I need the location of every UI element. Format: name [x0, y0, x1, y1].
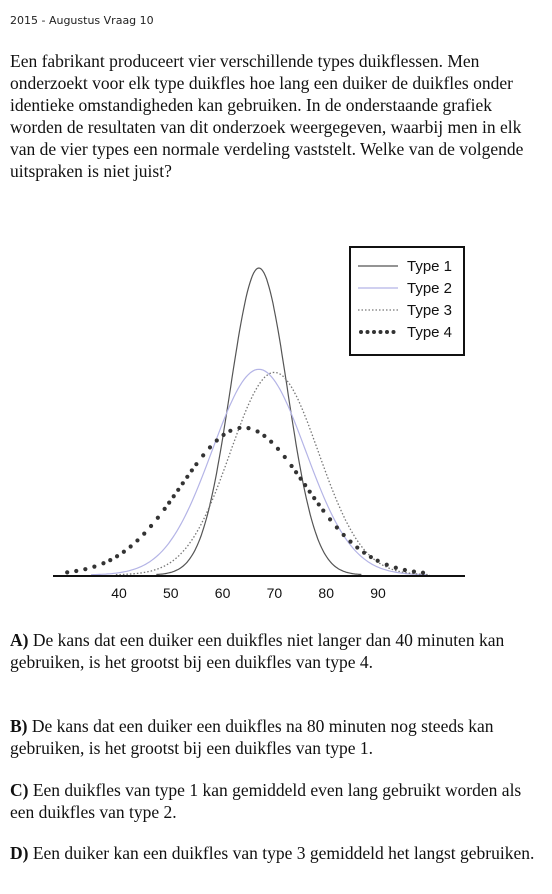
curve-type-1 [156, 267, 362, 576]
legend-item-type-4: Type 4 [359, 324, 452, 341]
x-tick-80: 80 [318, 585, 334, 601]
answer-c-letter: C) [10, 780, 29, 800]
legend-label-type-1: Type 1 [407, 258, 452, 275]
legend-label-type-4: Type 4 [407, 324, 452, 341]
answer-c[interactable]: C) Een duikfles van type 1 kan gemiddeld… [10, 779, 540, 823]
legend: Type 1 Type 2 Type 3 Type 4 [349, 246, 465, 356]
answer-c-text: Een duikfles van type 1 kan gemiddeld ev… [10, 780, 522, 822]
legend-item-type-3: Type 3 [358, 302, 452, 319]
x-tick-70: 70 [267, 585, 283, 601]
answer-a-letter: A) [10, 630, 29, 650]
answer-d[interactable]: D) Een duiker kan een duikfles van type … [10, 842, 540, 864]
legend-box [349, 246, 465, 356]
answer-b-letter: B) [10, 716, 28, 736]
legend-item-type-2: Type 2 [358, 280, 452, 297]
answer-a[interactable]: A) De kans dat een duiker een duikfles n… [10, 629, 540, 673]
curve-type-2 [90, 368, 427, 576]
answer-b-text: De kans dat een duiker een duikfles na 8… [10, 716, 494, 758]
legend-label-type-2: Type 2 [407, 280, 452, 297]
question-text: Een fabrikant produceert vier verschille… [10, 51, 524, 181]
curve-type-4 [65, 425, 426, 575]
legend-label-type-3: Type 3 [407, 302, 452, 319]
x-tick-labels: 40 50 60 70 80 90 [111, 585, 386, 601]
x-tick-60: 60 [215, 585, 231, 601]
answer-d-text: Een duiker kan een duikfles van type 3 g… [28, 843, 535, 863]
answer-d-letter: D) [10, 843, 29, 863]
curves-group [65, 267, 430, 576]
legend-item-type-1: Type 1 [358, 258, 452, 275]
x-tick-40: 40 [111, 585, 127, 601]
x-tick-90: 90 [370, 585, 386, 601]
answer-a-text: De kans dat een duiker een duikfles niet… [10, 630, 505, 672]
x-tick-50: 50 [163, 585, 179, 601]
answer-b[interactable]: B) De kans dat een duiker een duikfles n… [10, 715, 540, 759]
question-header: 2015 - Augustus Vraag 10 [10, 14, 154, 27]
distribution-chart: 40 50 60 70 80 90 Type 1 Type 2 Type 3 Type 4 [53, 246, 465, 601]
curve-type-3 [115, 371, 430, 576]
